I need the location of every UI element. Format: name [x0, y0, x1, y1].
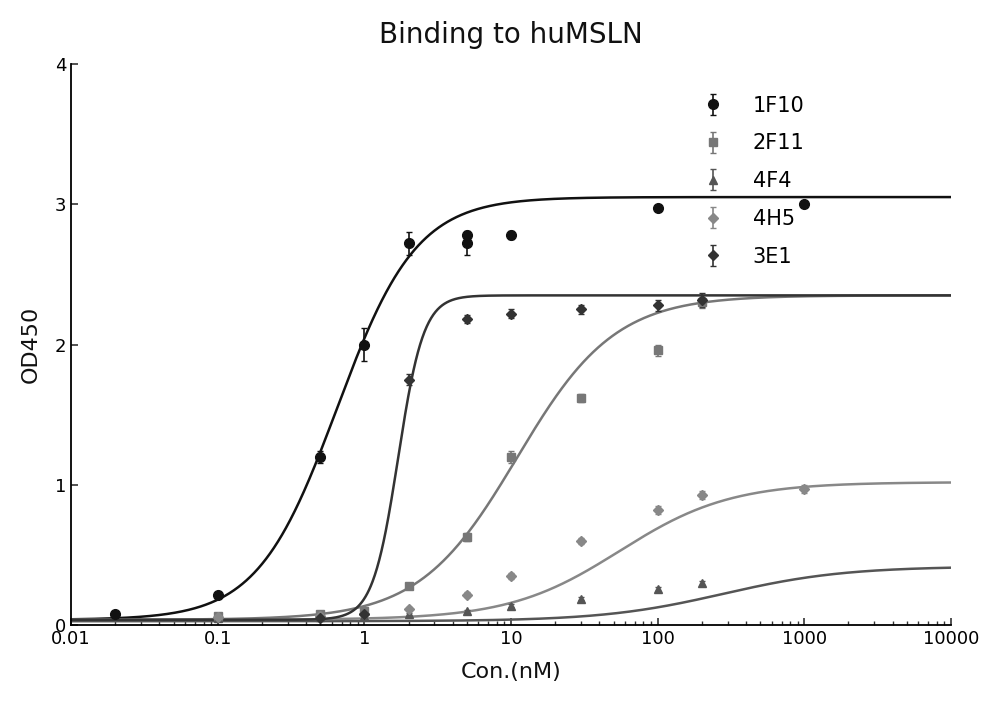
X-axis label: Con.(nM): Con.(nM) — [461, 662, 561, 682]
Legend: 1F10, 2F11, 4F4, 4H5, 3E1: 1F10, 2F11, 4F4, 4H5, 3E1 — [680, 85, 815, 277]
Title: Binding to huMSLN: Binding to huMSLN — [379, 21, 643, 49]
Y-axis label: OD450: OD450 — [21, 306, 41, 383]
